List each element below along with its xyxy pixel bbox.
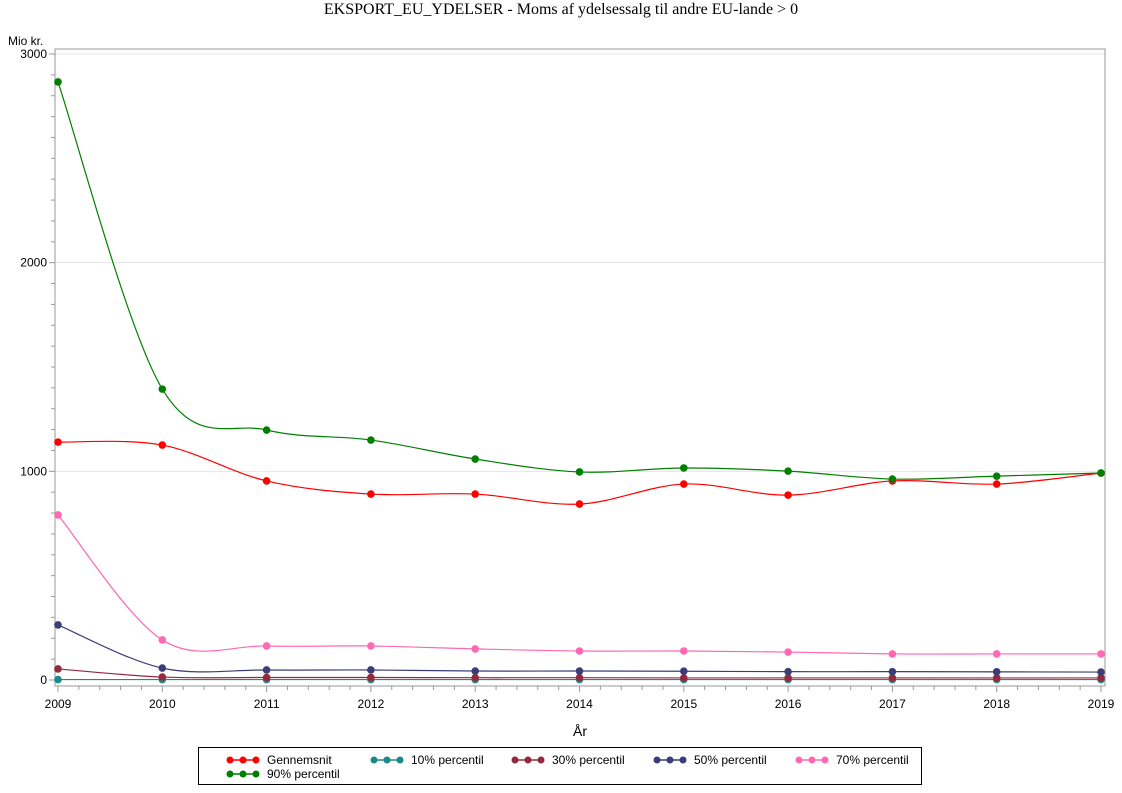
data-point [262,642,271,650]
data-point [367,490,375,498]
y-tick-label: 3000 [20,47,47,61]
data-point [158,441,167,449]
data-point [471,673,480,682]
y-tick-label: 2000 [20,256,47,270]
legend-label: 10% percentil [411,753,484,767]
data-point [680,674,688,682]
legend: Gennemsnit 10% percentil 30% percentil 50% … [198,747,922,785]
data-point [575,500,584,508]
y-tick-label: 0 [40,673,47,687]
line-chart: 0 1000 2000 3000 2009 2010 2011 2012 2013 2014 201… [8,34,1115,739]
data-point [575,647,584,655]
data-point [367,673,375,682]
legend-swatch [653,756,687,764]
data-point [784,667,792,676]
data-point [575,667,584,675]
data-point [680,667,688,676]
data-point [575,468,584,476]
legend-swatch [511,756,545,764]
data-point [158,385,167,393]
data-point [888,667,897,676]
data-point [471,490,480,498]
x-tick-label: 2019 [1088,697,1115,711]
x-tick-label: 2016 [775,697,802,711]
legend-label: 70% percentil [836,753,909,767]
legend-item: 30% percentil [510,753,625,767]
data-point [54,78,62,86]
data-point [367,642,375,650]
data-point [888,674,897,682]
data-point [54,621,62,629]
x-axis-label: År [573,723,587,739]
data-point [1097,674,1105,682]
data-point [471,667,480,675]
plot-frame [54,48,1106,687]
x-tick-label: 2018 [983,697,1010,711]
data-point [262,673,271,682]
data-point [158,636,167,644]
data-point [54,511,62,519]
data-point [1097,469,1105,477]
series-line-5 [57,81,1102,480]
x-tick-label: 2014 [566,697,593,711]
legend-label: 30% percentil [552,753,625,767]
x-tick-label: 2011 [254,697,280,711]
legend-item: 50% percentil [652,753,767,767]
x-tick-label: 2013 [462,697,489,711]
data-point [680,480,688,488]
data-point [888,475,897,483]
data-point [471,645,480,653]
x-tick-label: 2010 [149,697,176,711]
data-point [54,675,62,684]
legend-swatch [226,770,260,778]
data-point [1097,668,1105,676]
y-axis-label: Mio kr. [8,34,43,48]
data-point [784,491,792,499]
data-point [1097,650,1105,658]
x-tick-label: 2017 [879,697,906,711]
legend-swatch [795,756,829,764]
data-point [262,477,271,485]
data-point [992,650,1001,658]
data-point [680,464,688,472]
chart-title: EKSPORT_EU_YDELSER - Moms af ydelsessalg… [323,1,799,18]
data-point [888,650,897,658]
data-point [471,455,480,463]
legend-item: 70% percentil [794,753,909,767]
legend-swatch [370,756,404,764]
legend-item: 90% percentil [225,767,340,781]
data-point [992,472,1001,480]
data-point [680,647,688,655]
data-point [784,467,792,475]
x-tick-label: 2015 [670,697,697,711]
data-point [784,674,792,682]
data-point [992,480,1001,488]
legend-item: Gennemsnit [225,753,332,767]
data-point [992,668,1001,676]
x-tick-label: 2012 [358,697,385,711]
data-point [784,648,792,656]
series-line-4 [57,514,1101,655]
legend-swatch [226,756,260,764]
legend-item: 10% percentil [369,753,484,767]
legend-label: Gennemsnit [267,753,332,767]
legend-label: 90% percentil [267,767,340,781]
data-point [158,664,167,672]
data-point [158,673,167,681]
y-tick-label: 1000 [20,464,47,478]
data-point [54,438,62,446]
data-point [262,426,271,434]
data-point [54,665,62,673]
legend-label: 50% percentil [694,753,767,767]
data-point [262,666,271,674]
x-tick-label: 2009 [45,697,72,711]
data-point [367,436,375,444]
data-point [575,673,584,682]
data-point [992,674,1001,682]
data-point [367,666,375,674]
